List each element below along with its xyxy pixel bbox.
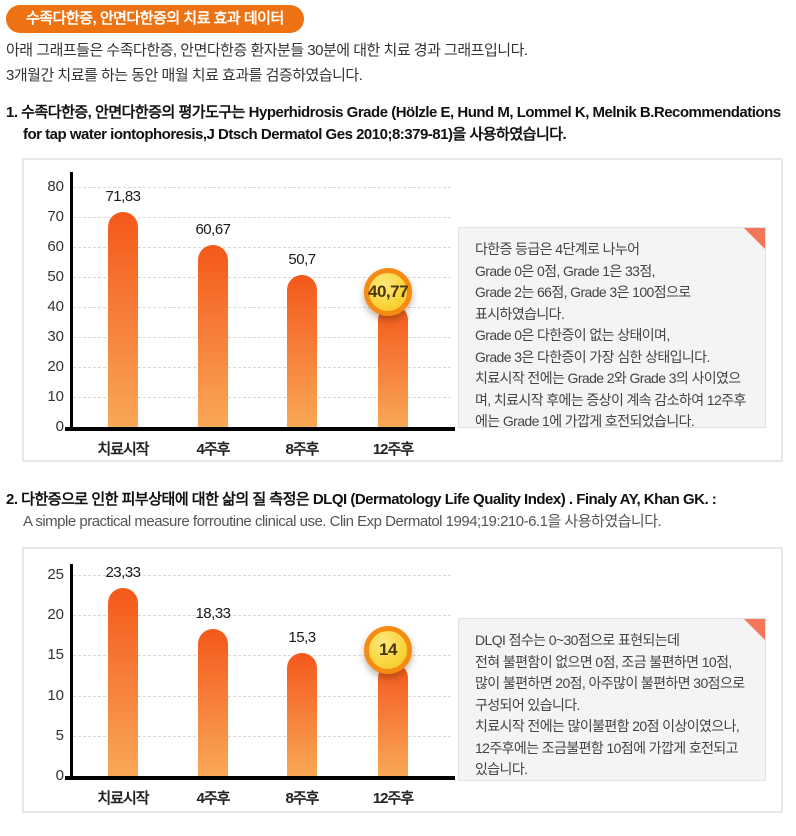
bar bbox=[198, 628, 228, 776]
intro-text: 아래 그래프들은 수족다한증, 안면다한증 환자분들 30분에 대한 치료 경과… bbox=[6, 38, 528, 88]
x-category-label: 치료시작 bbox=[97, 441, 149, 458]
corner-fold-icon bbox=[744, 619, 765, 640]
intro-line-2: 3개월간 치료를 하는 동안 매월 치료 효과를 검증하였습니다. bbox=[6, 67, 363, 84]
y-tick-label: 50 bbox=[47, 268, 64, 285]
y-axis-line bbox=[70, 172, 73, 429]
y-tick-label: 20 bbox=[47, 358, 64, 375]
x-category-label: 12주후 bbox=[372, 441, 414, 458]
gridline bbox=[73, 655, 451, 657]
y-tick-label: 40 bbox=[47, 298, 64, 315]
y-tick-label: 70 bbox=[47, 208, 64, 225]
gridline bbox=[73, 397, 451, 398]
gridline bbox=[73, 307, 451, 308]
gridline bbox=[73, 187, 451, 188]
y-tick-label: 10 bbox=[47, 686, 64, 704]
corner-fold-icon bbox=[744, 228, 765, 249]
intro-line-1: 아래 그래프들은 수족다한증, 안면다한증 환자분들 30분에 대한 치료 경과… bbox=[6, 42, 528, 59]
y-tick-label: 0 bbox=[55, 767, 64, 784]
gridline bbox=[73, 615, 451, 617]
dlqi-chart-panel: 0 5 10 15 20 25 23,33 치료시작 18,33 4주후 15,3 8주후 14 12주후… bbox=[22, 547, 783, 813]
bar bbox=[198, 244, 228, 427]
bar-value-label: 18,33 bbox=[195, 604, 231, 622]
highlight-value-label: 40,77 bbox=[367, 281, 409, 301]
bar-value-label: 23,33 bbox=[105, 564, 141, 582]
gridline bbox=[73, 337, 451, 338]
grade-chart-plot: 0 10 20 30 40 50 60 70 80 71,83 치료시작 60,67 4주후 50,7 8주… bbox=[47, 172, 455, 458]
y-tick-label: 60 bbox=[47, 238, 64, 255]
x-axis-line bbox=[65, 427, 455, 431]
gridline bbox=[73, 217, 451, 218]
gridline bbox=[73, 575, 451, 576]
y-tick-label: 0 bbox=[55, 418, 64, 435]
section2-heading-line1: 2. 다한증으로 인한 피부상태에 대한 삶의 질 측정은 DLQI (Derm… bbox=[6, 491, 717, 508]
gridline bbox=[73, 277, 451, 278]
y-tick-label: 30 bbox=[47, 328, 64, 345]
grade-note-text: 다한증 등급은 4단계로 나누어 Grade 0은 0점, Grade 1은 3… bbox=[475, 241, 746, 429]
section1-heading-line1: 1. 수족다한증, 안면다한증의 평가도구는 Hyperhidrosis Gra… bbox=[6, 104, 781, 121]
section2-heading: 2. 다한증으로 인한 피부상태에 대한 삶의 질 측정은 DLQI (Derm… bbox=[6, 489, 717, 533]
x-category-label: 8주후 bbox=[285, 790, 320, 807]
gridline bbox=[73, 247, 451, 248]
x-category-label: 12주후 bbox=[372, 790, 414, 807]
dlqi-note-text: DLQI 점수는 0~30점으로 표현되는데 전혀 불편함이 없으면 0점, 조… bbox=[475, 632, 745, 777]
bar bbox=[378, 304, 408, 427]
bar bbox=[108, 211, 138, 427]
bar bbox=[108, 588, 138, 776]
y-tick-label: 5 bbox=[55, 726, 64, 744]
bar-value-label: 50,7 bbox=[288, 250, 316, 268]
gridline bbox=[73, 735, 451, 737]
section2-heading-line2: A simple practical measure forroutine cl… bbox=[23, 513, 662, 530]
y-axis-line bbox=[70, 564, 73, 778]
section1-heading: 1. 수족다한증, 안면다한증의 평가도구는 Hyperhidrosis Gra… bbox=[6, 102, 781, 146]
y-tick-label: 15 bbox=[47, 646, 64, 664]
bar-value-label: 15,3 bbox=[288, 628, 316, 646]
bar bbox=[287, 652, 317, 776]
highlight-value-label: 14 bbox=[379, 640, 397, 660]
grade-chart-panel: 0 10 20 30 40 50 60 70 80 71,83 치료시작 60,67 4주후 50,7 8주… bbox=[22, 158, 783, 462]
y-tick-label: 10 bbox=[47, 388, 64, 405]
section1-heading-line2: for tap water iontophoresis,J Dtsch Derm… bbox=[23, 126, 567, 143]
x-category-label: 치료시작 bbox=[97, 790, 149, 807]
x-category-label: 4주후 bbox=[196, 790, 231, 807]
highlight-circle: 40,77 bbox=[364, 267, 412, 316]
bar bbox=[287, 274, 317, 427]
gridline bbox=[73, 367, 451, 368]
gridline bbox=[73, 695, 451, 697]
y-tick-label: 25 bbox=[47, 566, 64, 583]
page-title-badge: 수족다한증, 안면다한증의 치료 효과 데이터 bbox=[6, 5, 304, 33]
x-axis-line bbox=[65, 776, 455, 780]
bar-value-label: 71,83 bbox=[105, 187, 141, 205]
grade-note-box: 다한증 등급은 4단계로 나누어 Grade 0은 0점, Grade 1은 3… bbox=[458, 227, 766, 429]
dlqi-note-box: DLQI 점수는 0~30점으로 표현되는데 전혀 불편함이 없으면 0점, 조… bbox=[458, 618, 766, 781]
x-category-label: 4주후 bbox=[196, 441, 231, 458]
highlight-circle: 14 bbox=[364, 626, 412, 675]
y-tick-label: 20 bbox=[47, 606, 64, 624]
y-tick-label: 80 bbox=[47, 178, 64, 195]
x-category-label: 8주후 bbox=[285, 441, 320, 458]
dlqi-chart-plot: 0 5 10 15 20 25 23,33 치료시작 18,33 4주후 15,3 8주후 14 12주후 bbox=[47, 564, 455, 807]
bar-value-label: 60,67 bbox=[195, 220, 231, 238]
bar bbox=[378, 663, 408, 776]
